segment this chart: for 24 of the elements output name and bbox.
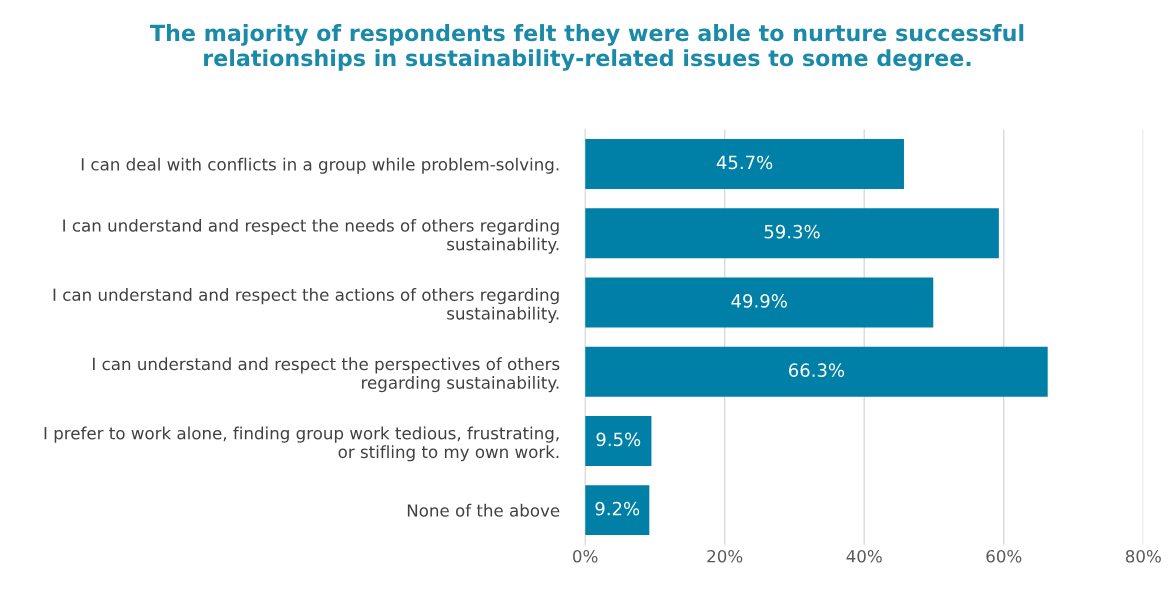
bar xyxy=(585,485,650,536)
y-tick-label: I can understand and respect the perspectives of others regarding sustainability. xyxy=(93,357,560,393)
data-label: 9.5% xyxy=(596,432,641,447)
x-tick-label: 40% xyxy=(846,549,882,563)
y-tick-label: I can deal with conflicts in a group while problem-solving. xyxy=(81,157,559,174)
data-label: 45.7% xyxy=(716,155,773,170)
y-tick-label: I can understand and respect the needs of others regarding sustainability. xyxy=(63,218,559,254)
bar xyxy=(585,346,1048,397)
data-label: 9.2% xyxy=(595,501,640,516)
data-label: 59.3% xyxy=(764,224,820,239)
data-label: 66.3% xyxy=(789,363,845,377)
chart-title: The majority of respondents felt they were able to nurture successful relationships in sustainability-related issues to some degree. xyxy=(150,24,1024,71)
y-tick-label: I can understand and respect the actions of others regarding sustainability. xyxy=(53,288,559,323)
x-tick-label: 0% xyxy=(573,549,598,563)
x-tick-label: 80% xyxy=(1125,549,1161,563)
bar xyxy=(585,277,934,328)
y-tick-label: None of the above xyxy=(407,503,560,517)
data-label: 49.9% xyxy=(731,294,787,308)
x-tick-label: 20% xyxy=(707,549,743,563)
x-tick-label: 60% xyxy=(986,549,1022,563)
bar xyxy=(585,416,652,466)
y-tick-label: I prefer to work alone, finding group work tedious, frustrating, or stifling to my own work. xyxy=(44,426,559,462)
bar xyxy=(585,208,999,259)
bar xyxy=(585,139,904,189)
